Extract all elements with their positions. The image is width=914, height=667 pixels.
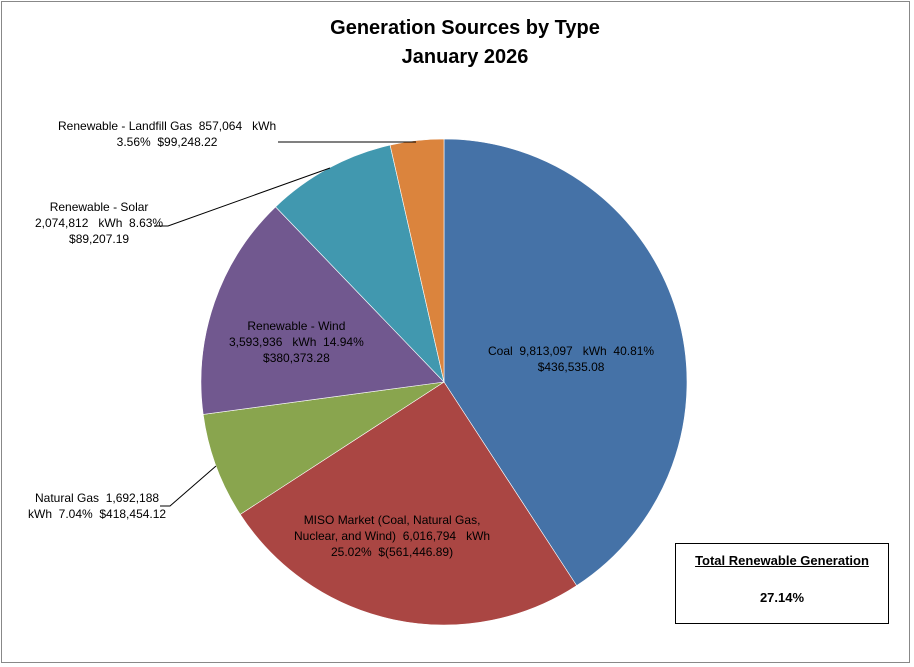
total-renewable-box: Total Renewable Generation 27.14% [675,543,889,624]
label-coal: Coal 9,813,097 kWh 40.81% $436,535.08 [488,343,654,375]
label-line: Coal 9,813,097 kWh 40.81% [488,344,655,358]
pie-slice-coal [443,138,688,587]
label-line: 3,593,936 kWh 14.94% [229,335,364,349]
label-line: Renewable - Landfill Gas 857,064 kWh [58,119,277,133]
label-landfill-gas: Renewable - Landfill Gas 857,064 kWh 3.56… [58,118,276,150]
total-renewable-value: 27.14% [759,590,805,605]
label-line: $89,207.19 [69,232,130,246]
total-renewable-title: Total Renewable Generation [695,553,869,568]
label-line: Nuclear, and Wind) 6,016,794 kWh [294,529,491,543]
leader-line-natural-gas [160,465,217,507]
label-line: $436,535.08 [537,360,605,374]
label-solar: Renewable - Solar 2,074,812 kWh 8.63% $89,… [35,199,163,247]
label-line: 2,074,812 kWh 8.63% [35,216,164,230]
label-line: MISO Market (Coal, Natural Gas, [303,513,481,527]
chart-title: Generation Sources by Type January 2026 [0,14,914,72]
pie-slice-renewable-landfill-gas [389,138,445,383]
label-line: 25.02% $(561,446.89) [331,545,454,559]
label-wind: Renewable - Wind 3,593,936 kWh 14.94% $380… [229,318,364,366]
label-line: $380,373.28 [263,351,330,365]
label-natural-gas: Natural Gas 1,692,188 kWh 7.04% $418,454.… [28,490,166,522]
title-line: Generation Sources by Type [330,17,600,39]
label-line: Renewable - Solar [49,200,149,214]
label-line: kWh 7.04% $418,454.12 [28,507,167,521]
subtitle-line: January 2026 [401,46,529,68]
label-line: Renewable - Wind [247,319,346,333]
leader-line-solar [154,167,331,227]
label-miso: MISO Market (Coal, Natural Gas, Nuclear, … [294,512,490,560]
label-line: Natural Gas 1,692,188 [35,491,160,505]
pie-slice-miso-market-coal-natural-gas-nuclear-and-wind [239,381,578,626]
label-line: 3.56% $99,248.22 [116,135,218,149]
pie-slice-renewable-wind [200,206,445,415]
